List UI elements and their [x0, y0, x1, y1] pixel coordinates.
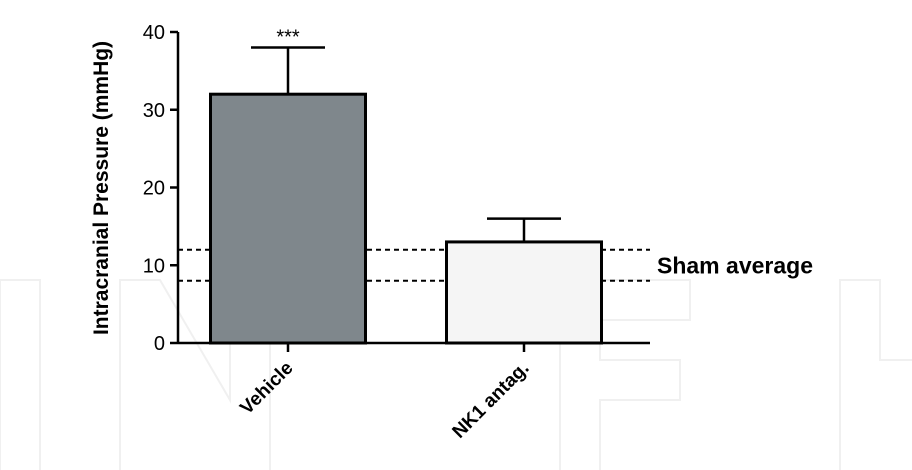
y-tick-label: 20 [143, 178, 165, 200]
y-tick-label: 10 [143, 255, 165, 277]
y-tick-label: 0 [154, 333, 165, 355]
sham-average-lines [178, 248, 650, 282]
bar-nk1-antag- [445, 240, 603, 345]
significance-marker: *** [276, 27, 300, 49]
y-tick-label: 30 [143, 100, 165, 122]
bar-vehicle [209, 92, 367, 345]
y-tick-label: 40 [143, 22, 165, 44]
x-tick-label: Vehicle [236, 358, 297, 419]
sham-average-label: Sham average [657, 252, 813, 278]
x-tick-label: NK1 antag. [449, 358, 534, 443]
y-axis-title: Intracranial Pressure (mmHg) [90, 41, 113, 335]
bars [209, 46, 603, 345]
